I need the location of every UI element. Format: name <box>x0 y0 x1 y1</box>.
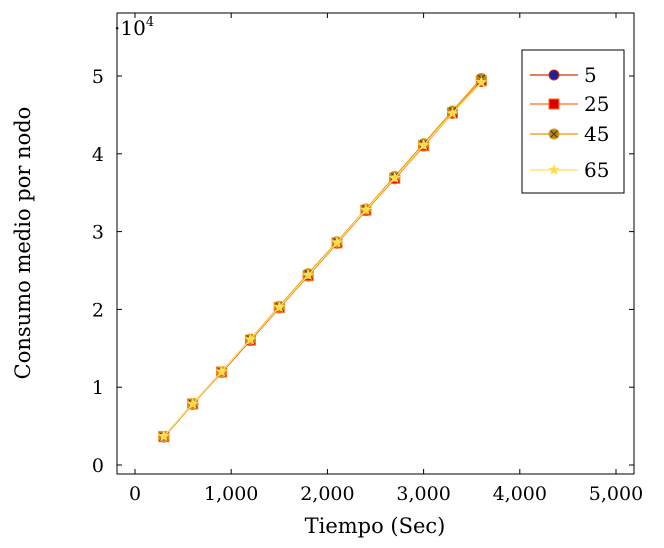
series-line <box>163 81 482 437</box>
x-axis: 0 1,000 2,000 3,000 4,000 5,000 <box>129 13 643 505</box>
legend-item: 45 <box>530 122 609 146</box>
y-tick-label: 2 <box>92 299 104 321</box>
x-tick-label: 3,000 <box>396 483 450 505</box>
legend-label: 25 <box>584 92 609 116</box>
series-65 <box>158 76 488 442</box>
y-tick-label: 1 <box>92 377 104 399</box>
legend-label: 5 <box>584 63 597 87</box>
data-point <box>360 203 372 215</box>
legend-label: 45 <box>584 122 609 146</box>
legend-box <box>521 49 625 194</box>
legend-label: 65 <box>584 158 609 182</box>
x-tick-label: 5,000 <box>589 483 643 505</box>
x-axis-label: Tiempo (Sec) <box>305 514 446 538</box>
data-point <box>417 139 430 151</box>
plot-marks <box>158 72 488 443</box>
plot-frame <box>116 12 635 475</box>
data-point <box>475 76 488 88</box>
data-point <box>331 236 343 248</box>
y-tick-label: 4 <box>92 144 104 166</box>
data-point <box>388 171 401 183</box>
legend-marker <box>548 98 560 110</box>
legend: 5 25 45 65 <box>521 49 625 194</box>
x-tick-label: 2,000 <box>300 483 354 505</box>
x-tick-label: 1,000 <box>204 483 258 505</box>
legend-item: 25 <box>530 92 609 116</box>
y-tick-label: 0 <box>92 455 104 477</box>
data-point <box>186 397 199 409</box>
legend-item: 5 <box>530 63 597 87</box>
y-multiplier-label: ·104 <box>114 15 154 40</box>
y-axis-label: Consumo medio por nodo <box>11 107 35 380</box>
legend-marker <box>548 69 560 81</box>
data-point <box>244 333 257 345</box>
data-point <box>215 365 228 377</box>
legend-marker <box>548 128 560 140</box>
legend-marker <box>548 163 560 175</box>
data-point <box>273 301 286 312</box>
data-point <box>446 107 459 119</box>
x-tick-label: 0 <box>129 483 141 505</box>
legend-item: 65 <box>530 158 609 182</box>
y-tick-label: 3 <box>92 222 104 244</box>
x-tick-label: 4,000 <box>493 483 547 505</box>
data-point <box>302 269 314 281</box>
y-tick-label: 5 <box>92 66 104 88</box>
data-point <box>158 430 170 442</box>
